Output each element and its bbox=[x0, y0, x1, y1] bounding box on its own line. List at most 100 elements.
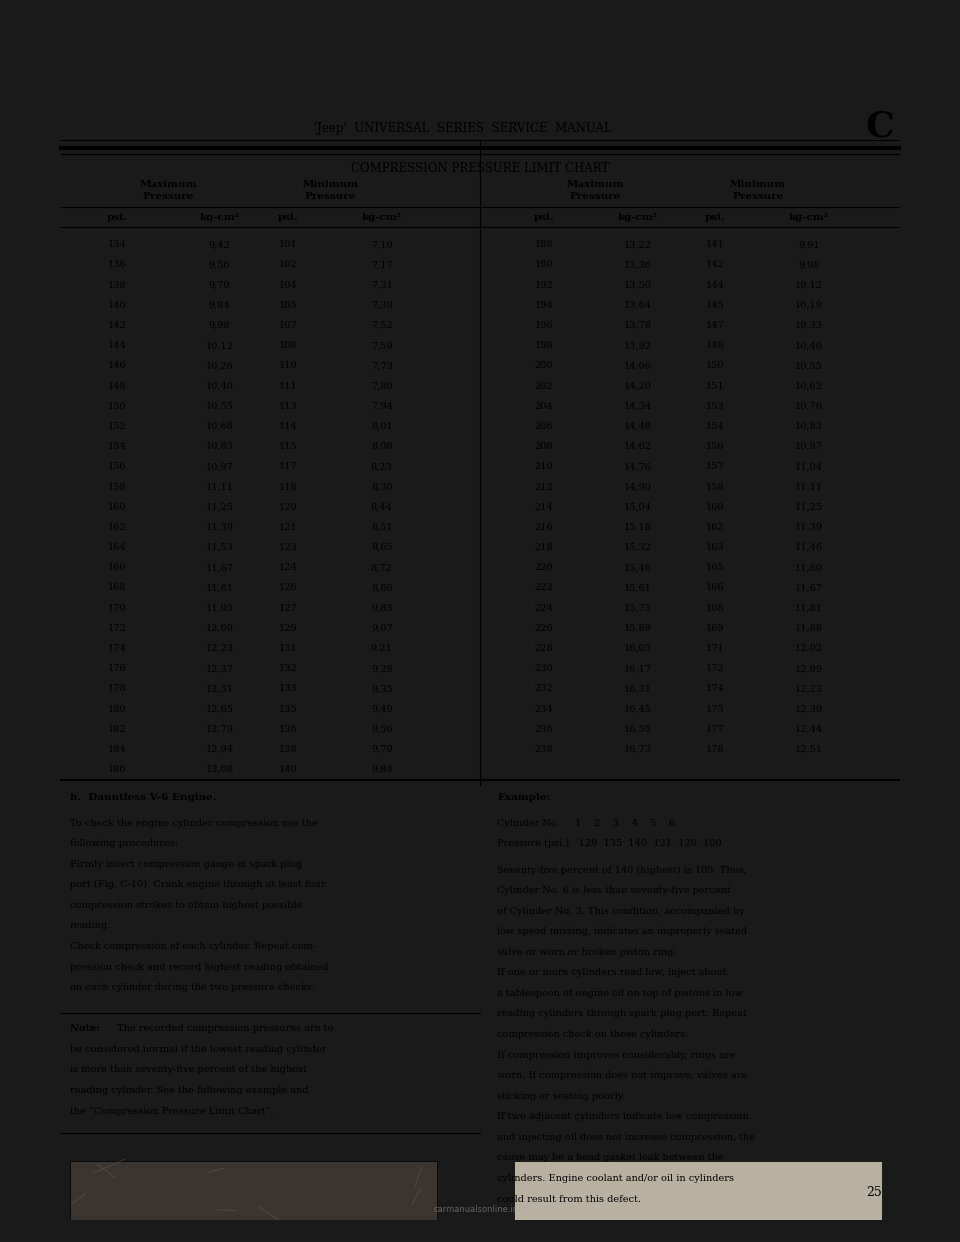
Text: 218: 218 bbox=[535, 543, 553, 553]
Text: 7,52: 7,52 bbox=[371, 320, 393, 330]
Text: Minimum: Minimum bbox=[730, 180, 785, 189]
Text: 180: 180 bbox=[108, 704, 126, 714]
Text: 12,23: 12,23 bbox=[205, 645, 233, 653]
Text: 12,23: 12,23 bbox=[795, 684, 823, 693]
Text: Note:: Note: bbox=[70, 1025, 103, 1033]
Text: 11,67: 11,67 bbox=[205, 564, 233, 573]
Text: 177: 177 bbox=[706, 725, 725, 734]
Text: 10,97: 10,97 bbox=[795, 442, 823, 451]
Text: 11,95: 11,95 bbox=[205, 604, 233, 612]
Text: 10,76: 10,76 bbox=[795, 401, 823, 411]
Text: 13,50: 13,50 bbox=[624, 281, 652, 289]
Text: 10,26: 10,26 bbox=[205, 361, 233, 370]
Text: Pressure: Pressure bbox=[732, 193, 783, 201]
Text: be considered normal if the lowest reading cylinder: be considered normal if the lowest readi… bbox=[70, 1045, 326, 1053]
Text: port (Fig. C-10). Crank engine through at least four: port (Fig. C-10). Crank engine through a… bbox=[70, 881, 325, 889]
Text: 136: 136 bbox=[108, 261, 126, 270]
Text: 13,22: 13,22 bbox=[624, 240, 652, 250]
Text: 224: 224 bbox=[535, 604, 554, 612]
Text: 12,37: 12,37 bbox=[205, 664, 233, 673]
Text: C: C bbox=[866, 109, 895, 143]
Text: reading cylinder. See the following example and: reading cylinder. See the following exam… bbox=[70, 1086, 308, 1095]
Text: 178: 178 bbox=[108, 684, 126, 693]
Text: reading cylinders through spark plug port. Repeat: reading cylinders through spark plug por… bbox=[497, 1010, 747, 1018]
Text: 10,83: 10,83 bbox=[205, 442, 233, 451]
Text: 10,40: 10,40 bbox=[795, 342, 823, 350]
Text: 104: 104 bbox=[278, 281, 297, 289]
Text: 10,83: 10,83 bbox=[795, 422, 823, 431]
Text: worn. If compression does not improve, valves are: worn. If compression does not improve, v… bbox=[497, 1071, 747, 1081]
Text: 12,44: 12,44 bbox=[795, 725, 823, 734]
Text: 108: 108 bbox=[278, 342, 297, 350]
Text: cylinders. Engine coolant and/or oil in cylinders: cylinders. Engine coolant and/or oil in … bbox=[497, 1174, 734, 1182]
Text: 160: 160 bbox=[108, 503, 126, 512]
Text: 200: 200 bbox=[535, 361, 553, 370]
Text: 234: 234 bbox=[535, 704, 554, 714]
Text: 9,91: 9,91 bbox=[798, 240, 820, 250]
Text: Firmly insert compression gauge in spark plug: Firmly insert compression gauge in spark… bbox=[70, 859, 302, 868]
Text: 7,73: 7,73 bbox=[371, 361, 393, 370]
Bar bbox=[70, 1161, 437, 1242]
Text: reading.: reading. bbox=[70, 922, 111, 930]
Text: 165: 165 bbox=[706, 564, 724, 573]
Text: 196: 196 bbox=[535, 320, 553, 330]
Text: 16,31: 16,31 bbox=[624, 684, 652, 693]
Text: 'Jeep'  UNIVERSAL  SERIES  SERVICE  MANUAL: 'Jeep' UNIVERSAL SERIES SERVICE MANUAL bbox=[314, 122, 612, 135]
Text: 156: 156 bbox=[108, 462, 126, 471]
Text: 16,17: 16,17 bbox=[624, 664, 652, 673]
Text: 142: 142 bbox=[108, 320, 127, 330]
Text: 12,51: 12,51 bbox=[795, 745, 823, 754]
Text: 150: 150 bbox=[108, 401, 126, 411]
Text: 118: 118 bbox=[278, 483, 297, 492]
Text: 8,08: 8,08 bbox=[371, 442, 393, 451]
Text: 216: 216 bbox=[535, 523, 553, 532]
Text: 10,55: 10,55 bbox=[795, 361, 823, 370]
Text: 15,46: 15,46 bbox=[624, 564, 652, 573]
Text: 123: 123 bbox=[278, 543, 298, 553]
Text: compression check on these cylinders.: compression check on these cylinders. bbox=[497, 1030, 688, 1040]
Text: 12,79: 12,79 bbox=[205, 725, 233, 734]
Text: 135: 135 bbox=[278, 704, 297, 714]
Text: kg-cm²: kg-cm² bbox=[200, 214, 239, 222]
Text: 102: 102 bbox=[278, 261, 297, 270]
Text: 15,89: 15,89 bbox=[624, 623, 652, 633]
Text: 8,72: 8,72 bbox=[371, 564, 393, 573]
Text: 188: 188 bbox=[535, 240, 553, 250]
Text: 182: 182 bbox=[108, 725, 126, 734]
Text: 8,86: 8,86 bbox=[371, 584, 393, 592]
Text: 14,06: 14,06 bbox=[624, 361, 652, 370]
Text: 13,36: 13,36 bbox=[624, 261, 652, 270]
Text: Maximum: Maximum bbox=[566, 180, 624, 189]
Text: 12,94: 12,94 bbox=[205, 745, 233, 754]
Text: If one or more cylinders read low, inject about: If one or more cylinders read low, injec… bbox=[497, 969, 727, 977]
Text: sticking or seating poorly.: sticking or seating poorly. bbox=[497, 1092, 625, 1100]
Text: Example:: Example: bbox=[497, 794, 550, 802]
Text: 131: 131 bbox=[278, 645, 298, 653]
Text: 113: 113 bbox=[278, 401, 298, 411]
Text: 158: 158 bbox=[706, 483, 724, 492]
Text: 154: 154 bbox=[108, 442, 126, 451]
Text: 9,49: 9,49 bbox=[371, 704, 393, 714]
Text: 10,55: 10,55 bbox=[205, 401, 233, 411]
Text: Pressure: Pressure bbox=[569, 193, 621, 201]
Text: 16,59: 16,59 bbox=[624, 725, 652, 734]
Text: 15,75: 15,75 bbox=[624, 604, 652, 612]
Text: 127: 127 bbox=[278, 604, 298, 612]
Text: 10,12: 10,12 bbox=[795, 281, 823, 289]
Text: 15,32: 15,32 bbox=[624, 543, 652, 553]
Text: To check the engine cylinder compression use the: To check the engine cylinder compression… bbox=[70, 818, 318, 827]
Text: 148: 148 bbox=[108, 381, 126, 390]
Text: 11,67: 11,67 bbox=[795, 584, 823, 592]
Text: 7,94: 7,94 bbox=[371, 401, 393, 411]
Text: 204: 204 bbox=[535, 401, 553, 411]
Text: 157: 157 bbox=[706, 462, 724, 471]
Text: 15,04: 15,04 bbox=[624, 503, 652, 512]
Text: 162: 162 bbox=[108, 523, 126, 532]
Text: 7,59: 7,59 bbox=[371, 342, 393, 350]
Text: 9,56: 9,56 bbox=[371, 725, 393, 734]
Text: 11,39: 11,39 bbox=[795, 523, 823, 532]
Text: 10,33: 10,33 bbox=[795, 320, 823, 330]
Text: 124: 124 bbox=[278, 564, 298, 573]
Text: 163: 163 bbox=[706, 543, 724, 553]
Text: 9,98: 9,98 bbox=[208, 320, 230, 330]
